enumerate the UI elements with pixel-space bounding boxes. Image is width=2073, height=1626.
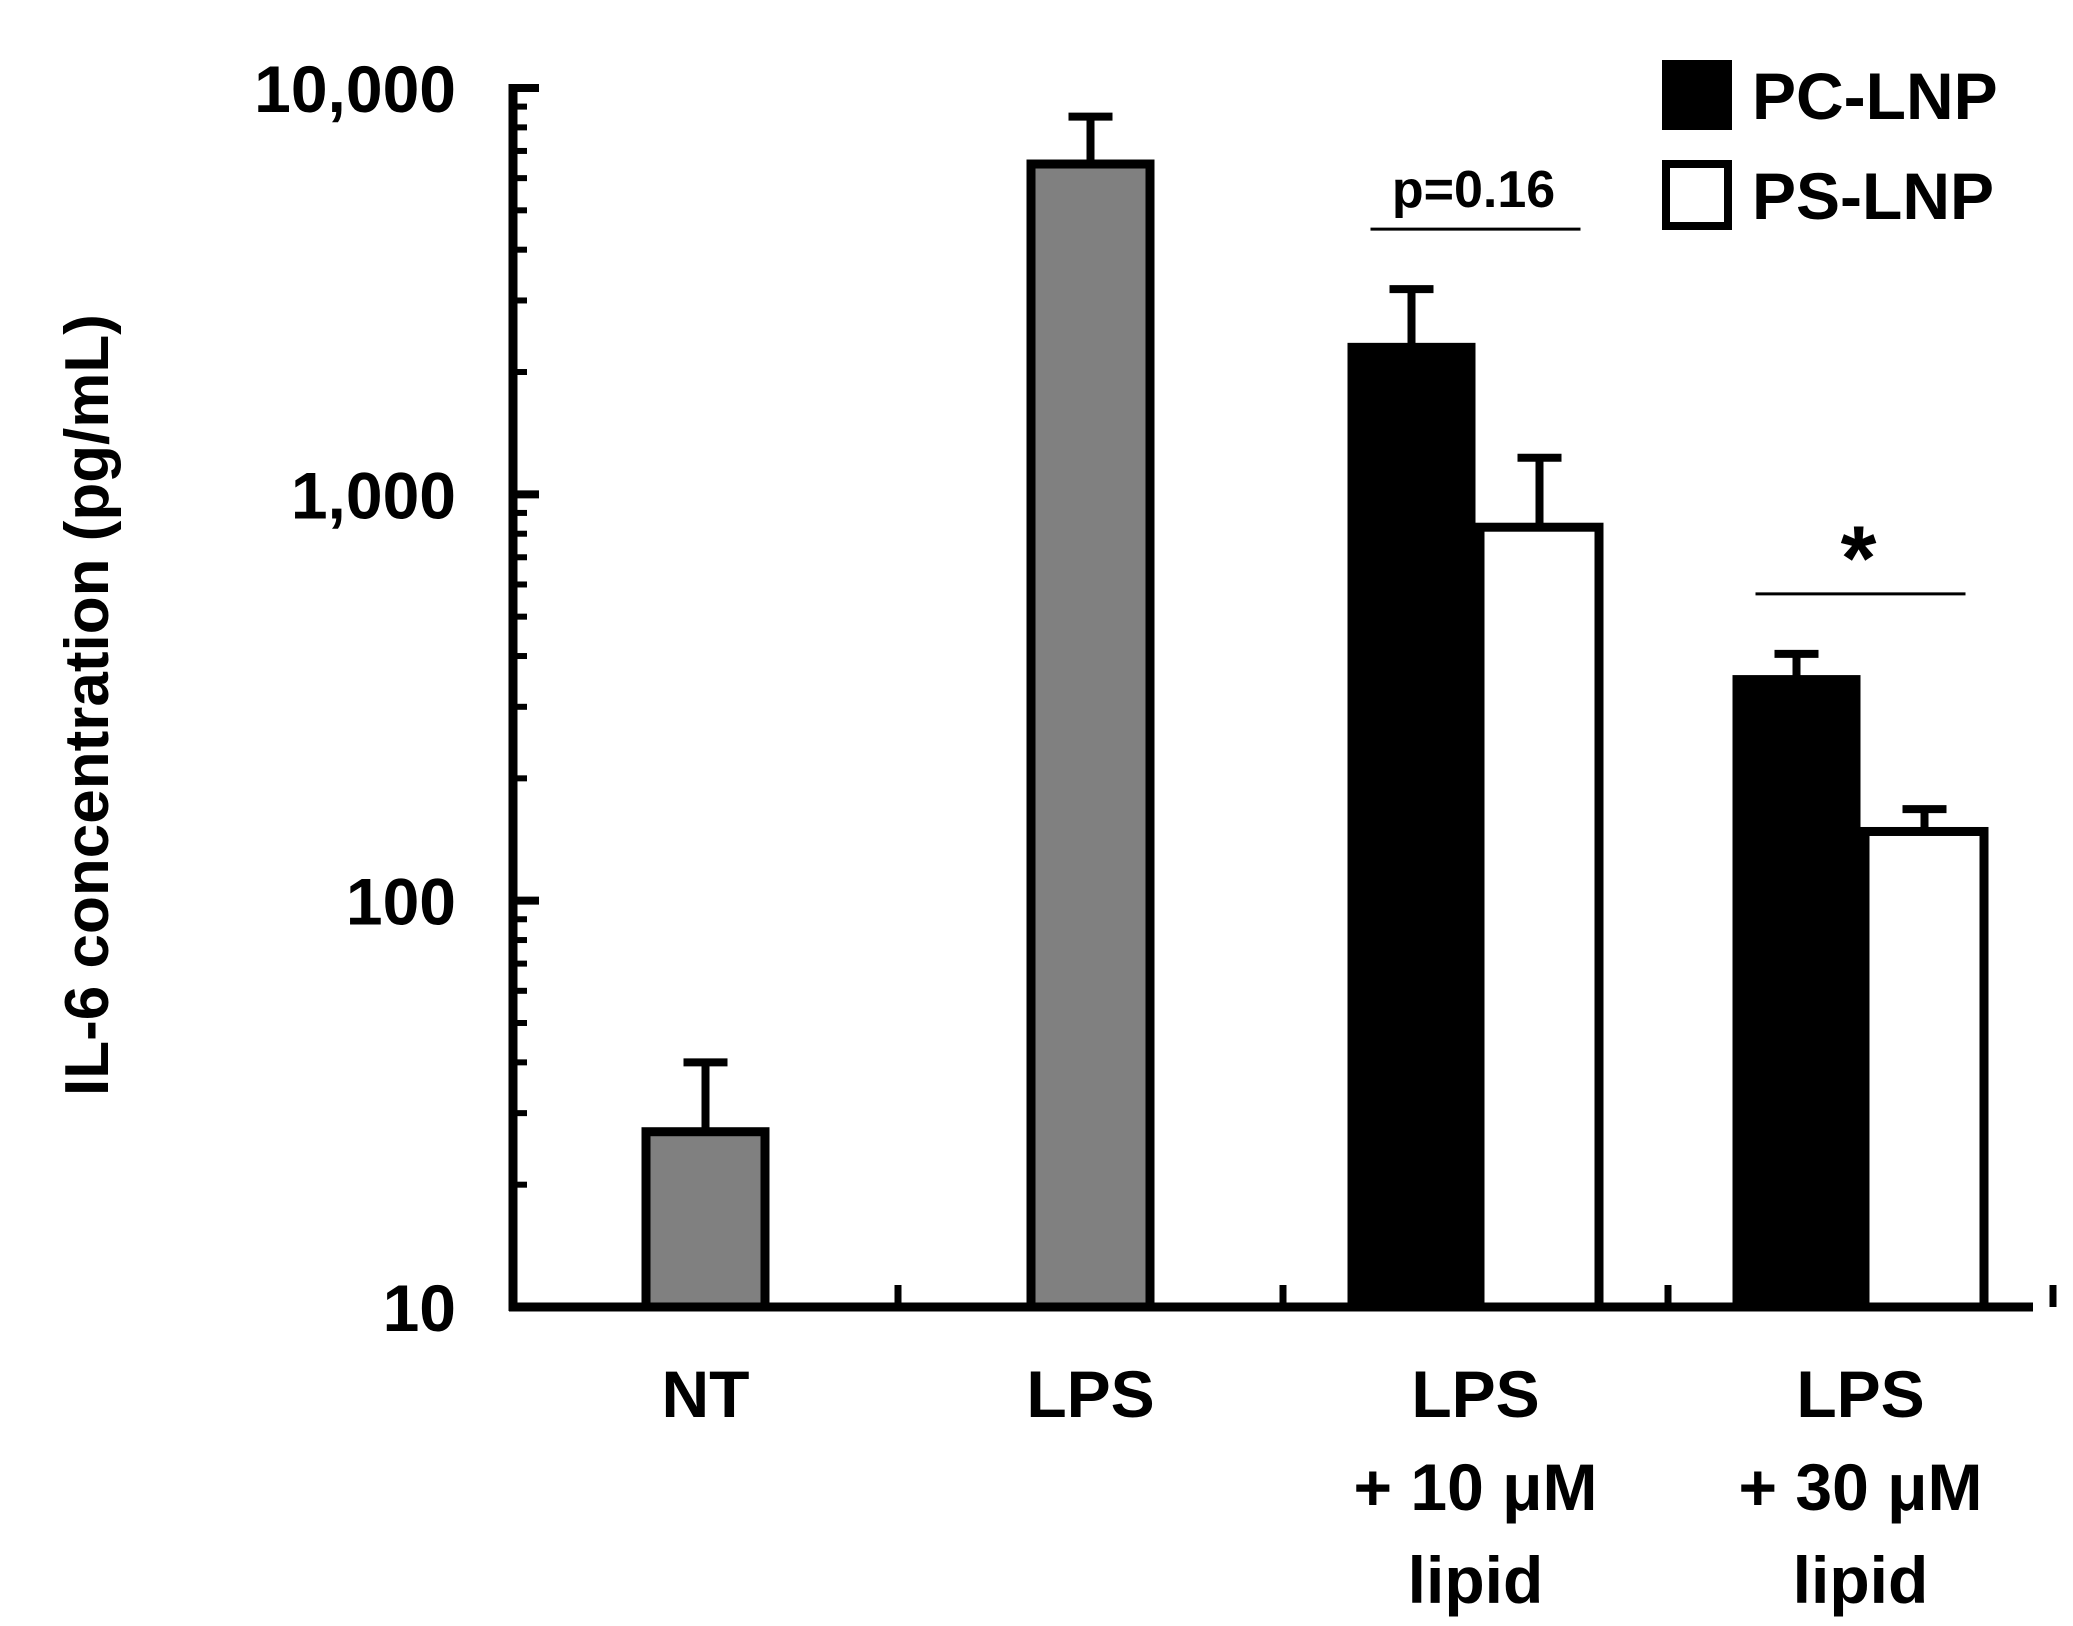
legend-swatch	[1662, 60, 1732, 130]
y-tick-label: 1,000	[291, 458, 456, 532]
y-tick-label: 10	[383, 1271, 456, 1345]
y-axis-title: IL-6 concentration (pg/mL)	[53, 314, 122, 1096]
x-tick-label: LPS	[1411, 1357, 1539, 1431]
x-tick-label: + 30 μM	[1739, 1450, 1983, 1524]
y-tick-label: 10,000	[254, 52, 456, 126]
x-tick-label: lipid	[1793, 1543, 1929, 1617]
significance-label: p=0.16	[1392, 161, 1555, 219]
bar	[1732, 675, 1861, 1312]
bar	[1026, 159, 1155, 1312]
x-tick-label: lipid	[1408, 1543, 1544, 1617]
bar	[1475, 522, 1604, 1312]
legend-label: PS-LNP	[1752, 159, 1994, 233]
x-tick-label: LPS	[1796, 1357, 1924, 1431]
y-tick-label: 100	[346, 865, 456, 939]
bar	[1860, 826, 1989, 1312]
bar	[1347, 342, 1476, 1312]
x-tick-label: NT	[662, 1357, 750, 1431]
bar	[641, 1127, 770, 1312]
significance-label: *	[1841, 508, 1877, 610]
x-tick-label: LPS	[1026, 1357, 1154, 1431]
legend-label: PC-LNP	[1752, 59, 1998, 133]
x-tick-label: + 10 μM	[1354, 1450, 1598, 1524]
legend-swatch	[1662, 160, 1732, 230]
